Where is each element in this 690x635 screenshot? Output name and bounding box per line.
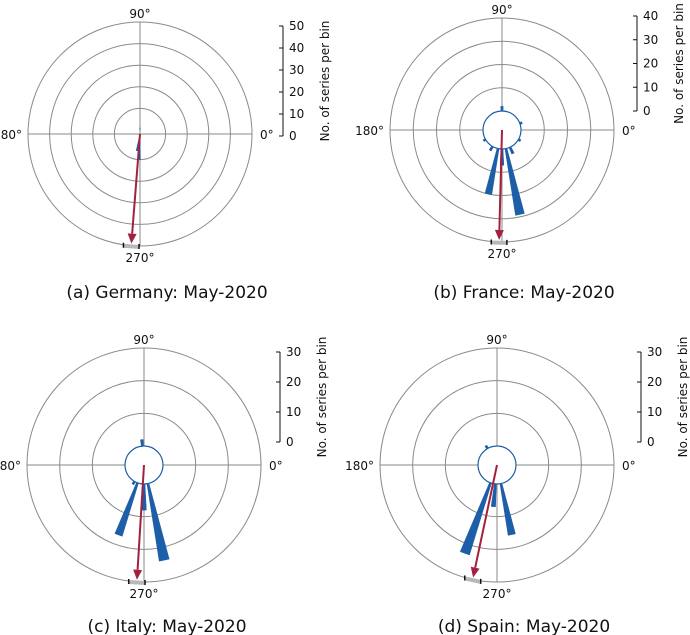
histogram-bar — [484, 444, 489, 450]
histogram-bar — [488, 145, 494, 152]
rscale-tick-label: 20 — [643, 57, 658, 71]
mean-direction-arrowhead — [127, 233, 137, 244]
histogram-bar — [114, 482, 139, 537]
rscale-tick-label: 30 — [647, 345, 662, 359]
angle-label-90: 90° — [486, 333, 507, 347]
polar-panel: 90° 180° 270° 0° 0 10 20 30 40 No. of series per … — [355, 3, 686, 303]
angle-label-180: 180° — [345, 459, 374, 473]
histogram-bar — [499, 483, 516, 536]
rscale-tick-label: 0 — [289, 129, 297, 143]
angle-label-0: 0° — [260, 128, 274, 142]
rscale-label: No. of series per bin — [672, 3, 686, 124]
angle-label-270: 270° — [126, 251, 155, 265]
mean-interval-band — [464, 576, 482, 584]
polar-panel: 90° 180° 270° 0°0 10 20 30 No. of series per bi… — [0, 333, 329, 635]
panel-caption: (a) Germany: May-2020 — [66, 283, 267, 303]
polar-panel: 90° 180° 270° 0° 0 10 20 30 40 50 No. of series pe… — [0, 7, 332, 303]
rscale-tick-label: 20 — [289, 85, 304, 99]
rscale-tick-label: 30 — [289, 63, 304, 77]
mean-direction-arrow — [131, 133, 141, 234]
histogram-bar — [519, 121, 523, 125]
rscale-label: No. of series per bin — [315, 337, 329, 458]
histogram-bar — [482, 138, 487, 142]
rscale-tick-label: 10 — [647, 405, 662, 419]
rscale-tick-label: 20 — [286, 375, 301, 389]
histogram-bar — [490, 483, 497, 508]
histogram-bar — [131, 480, 136, 486]
rscale-label: No. of series per bin — [676, 337, 690, 458]
angle-label-90: 90° — [129, 7, 150, 21]
histogram-bar — [517, 138, 522, 142]
angle-label-180: 180° — [0, 459, 21, 473]
histogram-bar — [504, 148, 525, 216]
panel-caption: (c) Italy: May-2020 — [87, 617, 246, 635]
mean-direction-arrow — [474, 464, 498, 568]
mean-direction-arrowhead — [133, 569, 143, 580]
mean-interval-band — [123, 243, 140, 249]
rscale-tick-label: 30 — [643, 33, 658, 47]
mean-direction-arrow — [136, 464, 145, 570]
panel-caption: (d) Spain: May-2020 — [438, 617, 610, 635]
rscale-tick-label: 20 — [647, 375, 662, 389]
mean-direction-arrow — [498, 129, 503, 230]
rscale-tick-label: 10 — [286, 405, 301, 419]
histogram-bar — [139, 127, 141, 131]
rscale-tick-label: 50 — [289, 19, 304, 33]
panel-caption: (b) France: May-2020 — [433, 283, 614, 303]
polar-panel: 90° 180° 270° 0° 0 10 20 30 No. of series per bi… — [345, 333, 690, 635]
rscale-tick-label: 30 — [286, 345, 301, 359]
histogram-bar — [508, 146, 515, 155]
mean-interval-band — [128, 580, 146, 585]
mean-direction-arrowhead — [470, 566, 480, 578]
histogram-bar — [146, 483, 170, 562]
angle-label-0: 0° — [622, 459, 636, 473]
angle-label-180: 180° — [0, 128, 22, 142]
histogram-bar — [459, 482, 492, 556]
rscale-tick-label: 0 — [643, 104, 651, 118]
rscale-label: No. of series per bin — [318, 21, 332, 142]
angle-label-270: 270° — [130, 587, 159, 601]
angle-label-90: 90° — [133, 333, 154, 347]
angle-label-270: 270° — [483, 587, 512, 601]
rscale-tick-label: 40 — [643, 9, 658, 23]
angle-label-270: 270° — [488, 247, 517, 261]
rscale-tick-label: 0 — [647, 435, 655, 449]
angle-label-0: 0° — [269, 459, 283, 473]
histogram-bar — [484, 148, 500, 195]
rscale-tick-label: 0 — [286, 435, 294, 449]
angle-label-0: 0° — [622, 124, 636, 138]
rscale-tick-label: 10 — [643, 80, 658, 94]
histogram-bar — [500, 106, 504, 112]
histogram-bar — [140, 439, 144, 447]
mean-direction-arrowhead — [494, 229, 504, 240]
angle-label-180: 180° — [355, 124, 384, 138]
rscale-tick-label: 40 — [289, 41, 304, 55]
angle-label-90: 90° — [491, 3, 512, 17]
rscale-tick-label: 10 — [289, 107, 304, 121]
